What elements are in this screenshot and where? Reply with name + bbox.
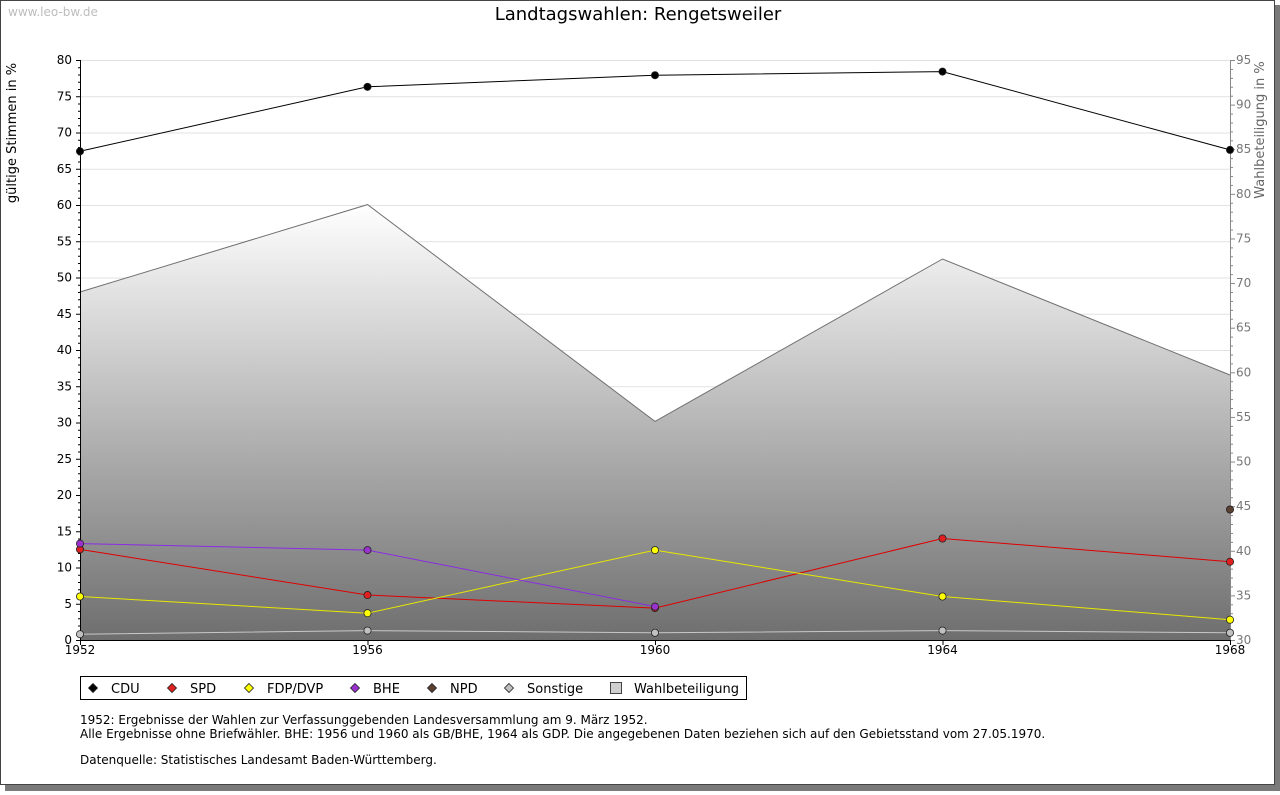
legend-swatch-npd: [426, 682, 438, 694]
legend-swatch-sonstige: [503, 682, 515, 694]
legend-swatch-spd: [166, 682, 178, 694]
point-fdp-dvp-1960: [651, 546, 660, 555]
point-fdp-dvp-1956: [363, 609, 372, 618]
y-tick-label-0: 0: [64, 633, 72, 647]
y2-axis-label: Wahlbeteiligung in %: [1253, 61, 1268, 198]
turnout-fill: [80, 204, 1230, 640]
y-axis-label: gültige Stimmen in %: [5, 63, 20, 203]
point-sonstige-1960: [651, 628, 660, 637]
y2-tick-label-85: 85: [1236, 142, 1251, 156]
legend-swatch-wahlbeteiligung: [610, 682, 622, 694]
legend-swatch-cdu: [87, 682, 99, 694]
point-spd-1956: [363, 591, 372, 600]
point-spd-1964: [938, 534, 947, 543]
point-bhe-1952: [76, 539, 85, 548]
turnout-line: [79, 204, 1231, 422]
legend-label-spd: SPD: [190, 682, 216, 697]
point-fdp-dvp-1952: [76, 592, 85, 601]
note-1: 1952: Ergebnisse der Wahlen zur Verfassu…: [80, 713, 648, 727]
y-tick-label-40: 40: [57, 343, 72, 357]
legend-label-npd: NPD: [450, 682, 478, 697]
y-tick-label-10: 10: [57, 561, 72, 575]
y-tick-label-70: 70: [57, 126, 72, 140]
point-sonstige-1964: [938, 626, 947, 635]
point-spd-1968: [1226, 557, 1235, 566]
note-2: Alle Ergebnisse ohne Briefwähler. BHE: 1…: [80, 727, 1045, 741]
x-tick-label-1964: 1964: [927, 643, 958, 657]
y-tick-label-65: 65: [57, 162, 72, 176]
y-tick-label-5: 5: [64, 597, 72, 611]
point-fdp-dvp-1964: [938, 592, 947, 601]
point-cdu-1956: [363, 82, 372, 91]
legend-box: [80, 676, 747, 700]
x-tick-label-1968: 1968: [1215, 643, 1246, 657]
y2-tick-label-50: 50: [1236, 455, 1251, 469]
y-tick-label-45: 45: [57, 307, 72, 321]
point-bhe-1960: [651, 602, 660, 611]
point-sonstige-1956: [363, 626, 372, 635]
point-cdu-1952: [76, 147, 85, 156]
note-source: Datenquelle: Statistisches Landesamt Bad…: [80, 753, 437, 767]
point-cdu-1968: [1226, 145, 1235, 154]
x-tick-label-1952: 1952: [65, 643, 96, 657]
y2-tick-label-65: 65: [1236, 321, 1251, 335]
legend-label-cdu: CDU: [111, 682, 140, 697]
point-fdp-dvp-1968: [1226, 615, 1235, 624]
y2-tick-label-90: 90: [1236, 98, 1251, 112]
x-tick-label-1956: 1956: [352, 643, 383, 657]
y-tick-label-80: 80: [57, 53, 72, 67]
y-tick-label-20: 20: [57, 488, 72, 502]
legend-label-fdp-dvp: FDP/DVP: [267, 682, 323, 697]
y2-tick-label-30: 30: [1236, 633, 1251, 647]
point-sonstige-1968: [1226, 628, 1235, 637]
legend: CDU SPD FDP/DVP BHE NPD Sonstige Wahlbeteiligu…: [87, 682, 739, 697]
legend-label-wahlbeteiligung: Wahlbeteiligung: [634, 682, 739, 697]
y2-tick-label-45: 45: [1236, 499, 1251, 513]
legend-label-bhe: BHE: [373, 682, 400, 697]
y-tick-label-30: 30: [57, 416, 72, 430]
y2-tick-label-80: 80: [1236, 187, 1251, 201]
y-tick-label-35: 35: [57, 379, 72, 393]
y-tick-label-75: 75: [57, 89, 72, 103]
y2-tick-label-55: 55: [1236, 410, 1251, 424]
point-npd-1968: [1226, 505, 1235, 514]
y2-tick-label-40: 40: [1236, 544, 1251, 558]
series-markers: [76, 67, 1235, 639]
point-bhe-1956: [363, 546, 372, 555]
chart-title: Landtagswahlen: Rengetsweiler: [495, 4, 782, 25]
legend-swatch-fdp-dvp: [243, 682, 255, 694]
point-sonstige-1952: [76, 630, 85, 639]
y-tick-label-60: 60: [57, 198, 72, 212]
y2-tick-label-35: 35: [1236, 588, 1251, 602]
point-cdu-1964: [938, 67, 947, 76]
y-tick-label-15: 15: [57, 524, 72, 538]
turnout-area: [79, 204, 1231, 640]
y2-tick-label-70: 70: [1236, 276, 1251, 290]
watermark: www.leo-bw.de: [8, 5, 98, 19]
y-tick-label-50: 50: [57, 271, 72, 285]
y2-tick-label-75: 75: [1236, 231, 1251, 245]
axes: 0 5 10 15 20 25 30 35 40 45 50 55 60 65 70 75 80 30 35 40 45…: [57, 53, 1252, 657]
x-tick-label-1960: 1960: [640, 643, 671, 657]
legend-label-sonstige: Sonstige: [527, 682, 583, 697]
y-tick-label-25: 25: [57, 452, 72, 466]
y-tick-label-55: 55: [57, 234, 72, 248]
legend-swatch-bhe: [349, 682, 361, 694]
y2-tick-label-60: 60: [1236, 365, 1251, 379]
y2-tick-label-95: 95: [1236, 53, 1251, 67]
point-cdu-1960: [651, 71, 660, 80]
